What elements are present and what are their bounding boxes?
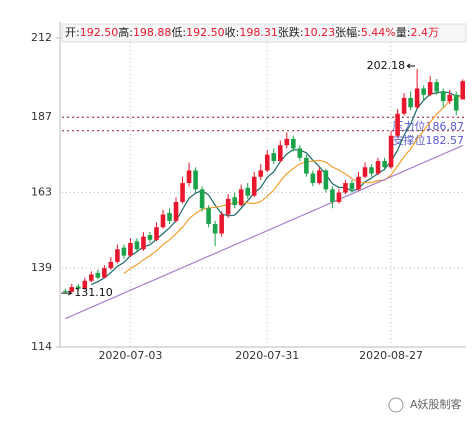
x-tick-label: 2020-07-03 bbox=[98, 349, 162, 362]
candle-body bbox=[108, 261, 114, 269]
ma-line bbox=[123, 94, 463, 274]
candle-body bbox=[382, 160, 387, 168]
candle-body bbox=[330, 189, 335, 202]
candle-body bbox=[147, 235, 153, 240]
watermark-icon bbox=[388, 397, 404, 413]
candle-body bbox=[75, 286, 81, 289]
candle-body bbox=[212, 224, 218, 234]
y-tick-label: 212 bbox=[31, 31, 52, 44]
info-value: 198.88 bbox=[133, 26, 172, 39]
info-label: 张幅: bbox=[335, 26, 361, 39]
candle-body bbox=[447, 94, 453, 102]
low-mark-arrow bbox=[61, 290, 73, 296]
candle-body bbox=[440, 91, 446, 102]
candle-body bbox=[271, 153, 277, 161]
info-label: 收: bbox=[225, 25, 240, 39]
high-mark-arrow bbox=[406, 63, 416, 69]
candle-body bbox=[82, 280, 88, 289]
candle-body bbox=[141, 236, 146, 250]
candle-body bbox=[232, 197, 237, 206]
candle-body bbox=[317, 170, 322, 184]
candle-body bbox=[134, 241, 140, 250]
candle-body bbox=[167, 212, 172, 221]
candle-body bbox=[154, 227, 159, 240]
candle-body bbox=[349, 183, 355, 190]
candle-body bbox=[199, 189, 205, 209]
info-value: 10.23 bbox=[304, 26, 336, 39]
high-mark-label: 202.18 bbox=[367, 59, 406, 72]
candle-body bbox=[388, 135, 394, 168]
candle-body bbox=[219, 214, 224, 234]
candle-body bbox=[460, 81, 466, 100]
x-tick-label: 2020-08-27 bbox=[359, 349, 423, 362]
candle-body bbox=[89, 274, 94, 281]
info-label: 量: bbox=[396, 26, 411, 39]
watermark-text: A妖股制客 bbox=[410, 397, 462, 411]
candle-body bbox=[277, 145, 283, 161]
candle-body bbox=[434, 82, 439, 92]
candle-body bbox=[173, 201, 179, 221]
candle-body bbox=[245, 187, 251, 196]
candle-body bbox=[128, 242, 133, 256]
candle-body bbox=[304, 157, 309, 174]
info-value: 192.50 bbox=[186, 26, 225, 39]
low-mark-label: 131.10 bbox=[74, 286, 113, 299]
candle-body bbox=[421, 88, 426, 95]
candle-body bbox=[375, 160, 381, 174]
info-value: 192.50 bbox=[80, 26, 119, 39]
candle-body bbox=[427, 82, 433, 95]
candle-body bbox=[264, 154, 270, 171]
candle-body bbox=[180, 183, 185, 202]
info-value: 5.44% bbox=[361, 26, 396, 39]
candle-body bbox=[251, 176, 257, 196]
candle-body bbox=[69, 287, 75, 292]
candle-body bbox=[121, 247, 127, 256]
candle-body bbox=[225, 198, 231, 215]
candle-body bbox=[62, 290, 68, 292]
info-text: 开:192.50高:198.88低:192.50收:198.31张跌:10.23… bbox=[65, 25, 439, 39]
candle-body bbox=[206, 208, 211, 225]
candle-body bbox=[115, 249, 120, 262]
candle-body bbox=[362, 167, 368, 177]
candle-body bbox=[414, 88, 420, 108]
candle-body bbox=[193, 170, 198, 190]
y-tick-label: 114 bbox=[31, 340, 52, 353]
candle-body bbox=[453, 94, 459, 111]
candle-body bbox=[356, 176, 361, 190]
candle-body bbox=[95, 272, 101, 278]
candle-body bbox=[258, 170, 264, 177]
y-tick-label: 163 bbox=[31, 186, 52, 199]
candle-body bbox=[238, 189, 244, 206]
level-label: 支撑位182.57 bbox=[393, 133, 465, 147]
candle-body bbox=[408, 97, 413, 108]
info-value: 2.4万 bbox=[410, 26, 439, 39]
ma-line bbox=[91, 90, 463, 286]
candle-body bbox=[284, 138, 290, 146]
info-label: 高: bbox=[118, 25, 133, 39]
candle-body bbox=[343, 183, 348, 193]
y-tick-label: 139 bbox=[31, 261, 52, 274]
level-label: 压力位186.87 bbox=[393, 119, 465, 133]
info-value: 198.31 bbox=[239, 26, 278, 39]
candle-body bbox=[297, 148, 303, 158]
candle-body bbox=[369, 167, 374, 174]
y-tick-label: 187 bbox=[31, 110, 52, 123]
candle-body bbox=[186, 170, 192, 184]
candle-body bbox=[401, 97, 407, 114]
candle-body bbox=[310, 173, 316, 184]
x-tick-label: 2020-07-31 bbox=[235, 349, 299, 362]
info-label: 低: bbox=[171, 26, 186, 39]
candle-body bbox=[160, 214, 166, 228]
info-label: 开: bbox=[65, 26, 80, 39]
candle-body bbox=[395, 113, 400, 136]
watermark: A妖股制客 bbox=[388, 397, 462, 413]
candle-body bbox=[336, 192, 342, 202]
candle-body bbox=[102, 268, 107, 278]
info-label: 张跌: bbox=[278, 25, 304, 39]
info-bar bbox=[61, 23, 467, 43]
ma-line bbox=[65, 144, 463, 320]
candle-body bbox=[291, 138, 296, 149]
candle-body bbox=[323, 170, 329, 190]
